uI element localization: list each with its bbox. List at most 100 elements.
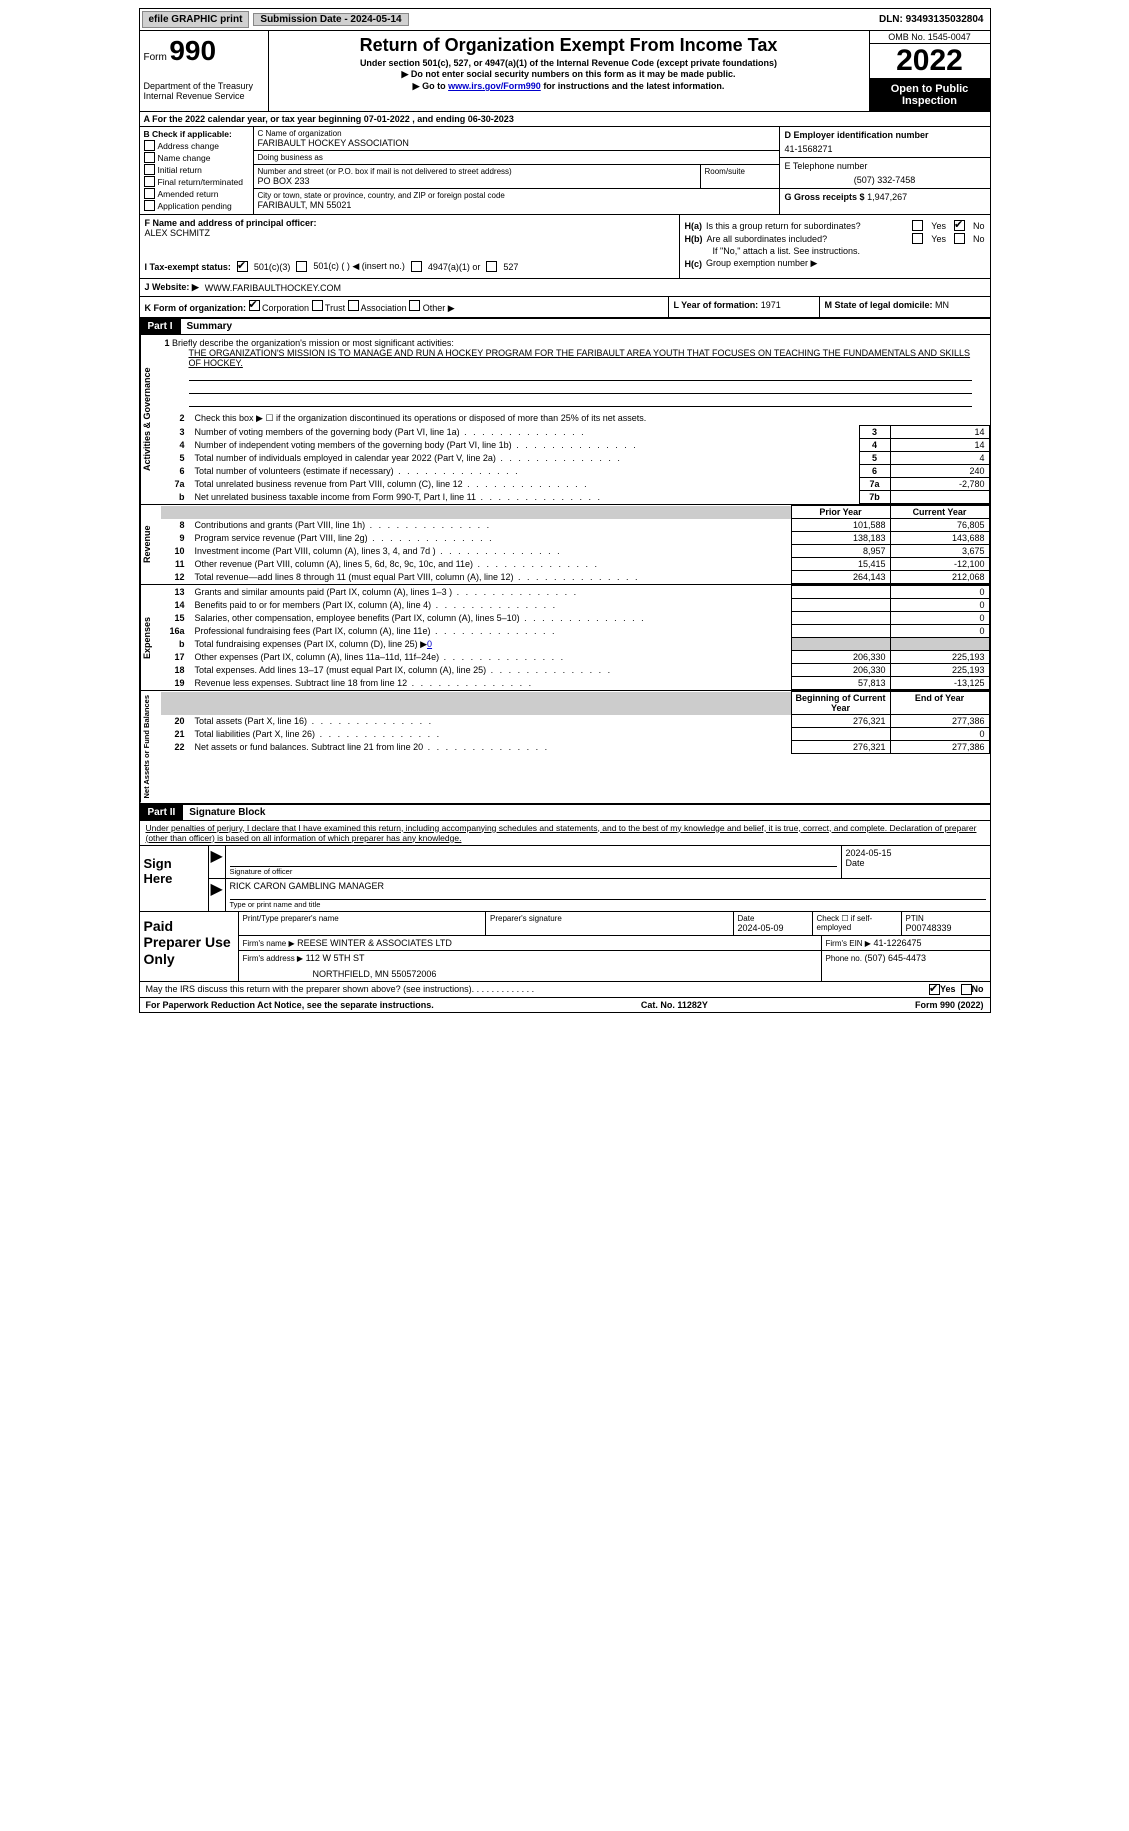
table-row: 9Program service revenue (Part VIII, lin… [161, 532, 990, 545]
line2-text: Check this box ▶ ☐ if the organization d… [191, 412, 990, 426]
lbl-yes2: Yes [931, 234, 946, 244]
signature-intro: Under penalties of perjury, I declare th… [140, 821, 990, 846]
chk-4947[interactable] [411, 261, 422, 272]
subtitle-2: ▶ Do not enter social security numbers o… [273, 69, 865, 80]
table-row: 6Total number of volunteers (estimate if… [161, 465, 990, 478]
arrow-icon: ▶ [209, 846, 225, 878]
lbl-final-return: Final return/terminated [158, 177, 244, 187]
table-row: 10Investment income (Part VIII, column (… [161, 545, 990, 558]
hb-yes[interactable] [912, 233, 923, 244]
chk-corp[interactable] [249, 300, 260, 311]
section-fh: F Name and address of principal officer:… [140, 215, 990, 279]
firm-ein-h: Firm's EIN ▶ [826, 939, 871, 948]
street-label: Number and street (or P.O. box if mail i… [258, 167, 696, 176]
form-990-page: efile GRAPHIC print Submission Date - 20… [139, 8, 991, 1013]
city-label: City or town, state or province, country… [258, 191, 775, 200]
chk-501c3[interactable] [237, 261, 248, 272]
chk-amended[interactable] [144, 188, 155, 199]
efile-print-button[interactable]: efile GRAPHIC print [142, 11, 250, 28]
subtitle-1: Under section 501(c), 527, or 4947(a)(1)… [273, 58, 865, 68]
ptin: P00748339 [906, 923, 986, 933]
phone-value: (507) 332-7458 [785, 175, 985, 185]
prep-sig-h: Preparer's signature [490, 914, 729, 923]
form-number: 990 [169, 35, 216, 66]
blank-line [189, 396, 972, 407]
chk-address-change[interactable] [144, 140, 155, 151]
part2-header: Part II Signature Block [140, 804, 990, 821]
ha-no[interactable] [954, 220, 965, 231]
chk-final-return[interactable] [144, 176, 155, 187]
hb-no[interactable] [954, 233, 965, 244]
discuss-yes[interactable] [929, 984, 940, 995]
line16b-value[interactable]: 0 [427, 639, 432, 649]
chk-name-change[interactable] [144, 152, 155, 163]
chk-app-pending[interactable] [144, 200, 155, 211]
sig-date: 2024-05-15 [846, 848, 986, 858]
discuss-no[interactable] [961, 984, 972, 995]
dln: DLN: 93493135032804 [879, 14, 990, 25]
paid-preparer-label: Paid Preparer Use Only [140, 912, 239, 981]
chk-assoc[interactable] [348, 300, 359, 311]
current-year-header: Current Year [890, 506, 989, 519]
name-title-label: Type or print name and title [230, 899, 986, 909]
prep-self-emp: Check ☐ if self-employed [817, 914, 897, 932]
tax-year: 2022 [870, 44, 990, 79]
table-row: 4Number of independent voting members of… [161, 439, 990, 452]
table-row: 17Other expenses (Part IX, column (A), l… [161, 651, 990, 664]
lbl-501c: 501(c) ( ) ◀ (insert no.) [313, 261, 404, 272]
form-label: Form [144, 52, 167, 63]
lbl-yes: Yes [931, 221, 946, 231]
chk-other[interactable] [409, 300, 420, 311]
prep-date: 2024-05-09 [738, 923, 808, 933]
irs-link[interactable]: www.irs.gov/Form990 [448, 81, 541, 91]
lbl-4947: 4947(a)(1) or [428, 262, 481, 272]
row-i-label: I Tax-exempt status: [145, 262, 231, 272]
goto-prefix: ▶ Go to [413, 81, 448, 91]
ha-label: H(a) [685, 221, 703, 231]
line1-no: 1 [165, 338, 170, 348]
mission-text: THE ORGANIZATION'S MISSION IS TO MANAGE … [189, 348, 971, 368]
table-row: 16aProfessional fundraising fees (Part I… [161, 625, 990, 638]
part2-title: Signature Block [183, 804, 989, 821]
chk-initial-return[interactable] [144, 164, 155, 175]
lbl-501c3: 501(c)(3) [254, 262, 291, 272]
table-row: 12Total revenue—add lines 8 through 11 (… [161, 571, 990, 584]
firm-name-h: Firm's name ▶ [243, 939, 295, 948]
goto-suffix: for instructions and the latest informat… [543, 81, 724, 91]
section-bcd: B Check if applicable: Address change Na… [140, 127, 990, 215]
website-label: J Website: ▶ [145, 282, 199, 293]
lbl-corp: Corporation [262, 303, 309, 313]
lbl-no2: No [973, 234, 985, 244]
part1-title: Summary [181, 318, 990, 335]
table-row: 15Salaries, other compensation, employee… [161, 612, 990, 625]
table-row: 5Total number of individuals employed in… [161, 452, 990, 465]
officer-name-title: RICK CARON GAMBLING MANAGER [230, 881, 986, 891]
lbl-other: Other ▶ [423, 303, 455, 313]
ha-yes[interactable] [912, 220, 923, 231]
row-klm: K Form of organization: Corporation Trus… [140, 297, 990, 318]
officer-label: F Name and address of principal officer: [145, 218, 674, 228]
section-expenses: Expenses 13Grants and similar amounts pa… [140, 585, 990, 691]
table-row: bNet unrelated business taxable income f… [161, 491, 990, 504]
chk-527[interactable] [486, 261, 497, 272]
sig-date-label: Date [846, 858, 986, 868]
room-label: Room/suite [705, 167, 775, 176]
form-header: Form 990 Department of the Treasury Inte… [140, 31, 990, 112]
table-row: 18Total expenses. Add lines 13–17 (must … [161, 664, 990, 677]
table-row: 13Grants and similar amounts paid (Part … [161, 586, 990, 599]
discuss-text: May the IRS discuss this return with the… [146, 984, 472, 994]
hb-text: Are all subordinates included? [707, 234, 828, 244]
chk-501c[interactable] [296, 261, 307, 272]
discuss-row: May the IRS discuss this return with the… [140, 982, 990, 997]
firm-ein: 41-1226475 [873, 938, 921, 948]
dept-treasury: Department of the Treasury [144, 81, 264, 91]
tab-revenue: Revenue [140, 505, 161, 584]
submission-date: Submission Date - 2024-05-14 [253, 13, 408, 26]
cat-no: Cat. No. 11282Y [641, 1000, 708, 1010]
chk-trust[interactable] [312, 300, 323, 311]
lbl-assoc: Association [361, 303, 407, 313]
col-d-ein-phone: D Employer identification number 41-1568… [779, 127, 990, 214]
ha-text: Is this a group return for subordinates? [706, 221, 861, 231]
arrow-icon: ▶ [209, 879, 225, 911]
open-to-public: Open to Public Inspection [870, 79, 990, 111]
